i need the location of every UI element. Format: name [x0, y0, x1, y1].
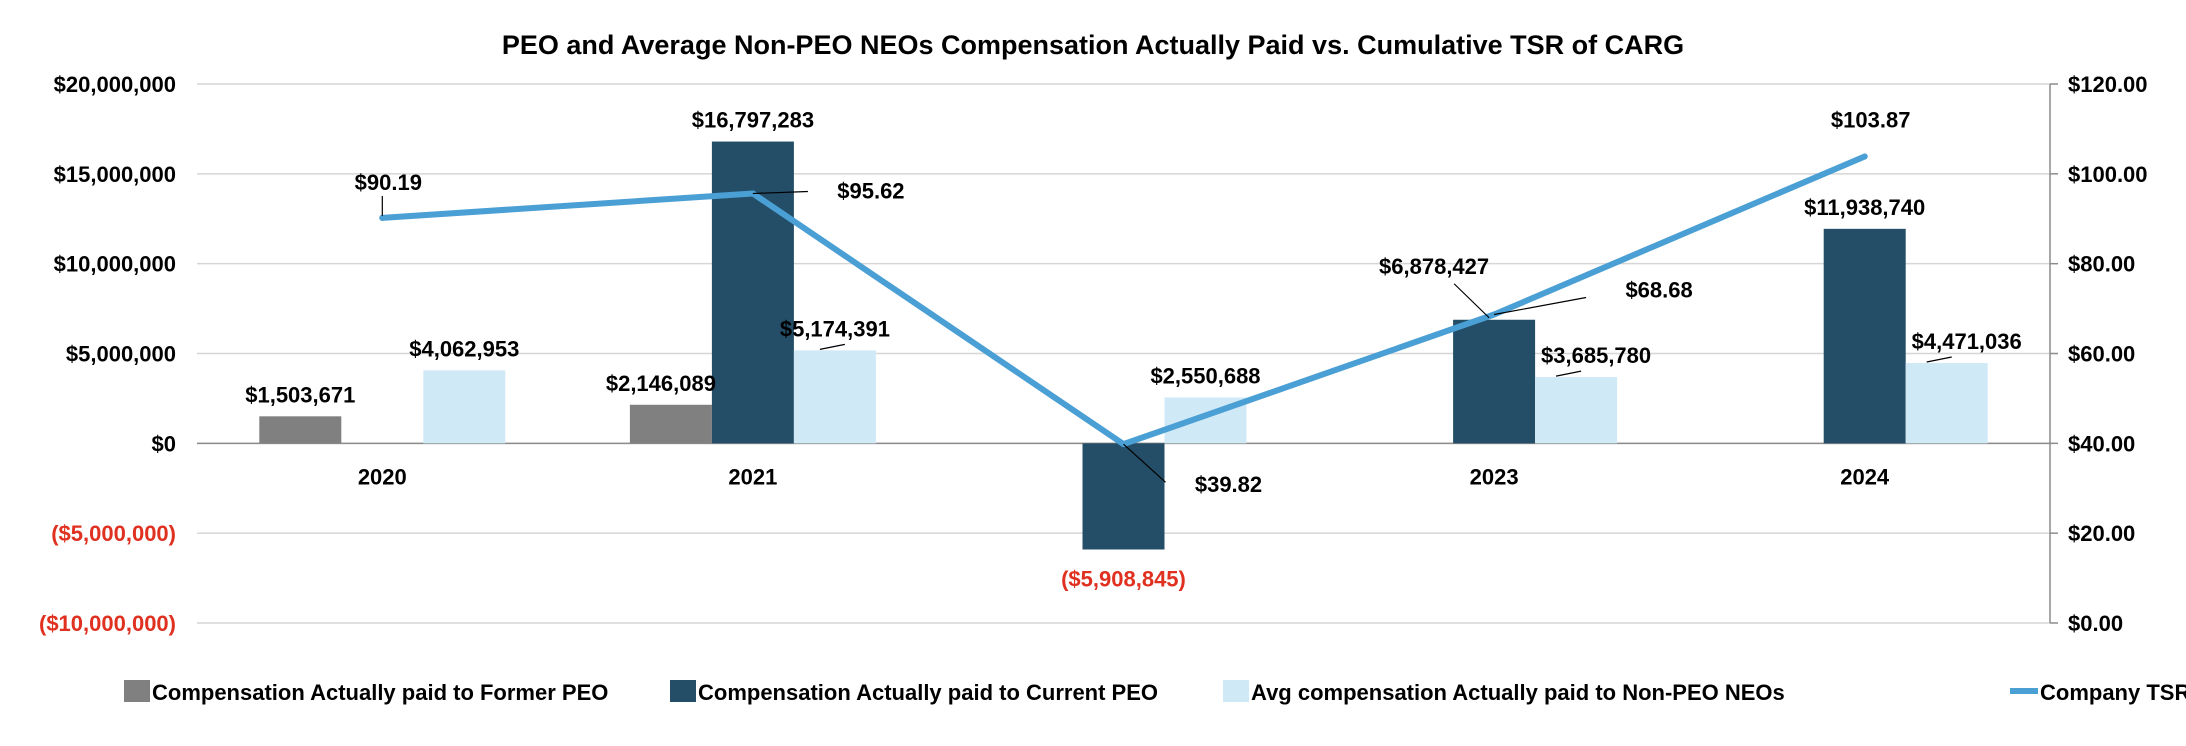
bar-label-s2-2023: $3,685,780 [1541, 343, 1651, 368]
legend-label-1: Compensation Actually paid to Current PE… [698, 680, 1158, 705]
category-label: 2023 [1470, 464, 1519, 489]
right-tick-label: $100.00 [2068, 162, 2148, 187]
left-tick-label: ($5,000,000) [51, 521, 176, 546]
legend-label-2: Avg compensation Actually paid to Non-PE… [1251, 680, 1785, 705]
tsr-leader-line [752, 190, 808, 195]
left-tick-label: $0 [152, 431, 176, 456]
bar-label-s1-2022: ($5,908,845) [1061, 566, 1186, 591]
legend-label-3: Company TSR [2040, 680, 2186, 705]
bar-s1-2022 [1082, 443, 1165, 550]
right-tick-label: $60.00 [2068, 342, 2135, 367]
legend-swatch-2 [1223, 680, 1249, 702]
right-tick-label: $40.00 [2068, 431, 2135, 456]
tsr-label-2020: $90.19 [355, 170, 422, 195]
tsr-leader-line [1123, 443, 1166, 483]
category-label: 2020 [358, 464, 407, 489]
chart-title: PEO and Average Non-PEO NEOs Compensatio… [502, 30, 1684, 60]
leader-line [1555, 370, 1582, 377]
bar-s2-2023 [1535, 377, 1618, 444]
bar-s2-2021 [793, 350, 876, 444]
bar-s1-2024 [1823, 228, 1906, 444]
tsr-label-2023: $68.68 [1625, 278, 1692, 303]
bar-s2-2020 [423, 370, 506, 444]
bar-s1-2021 [711, 141, 794, 444]
right-tick-label: $0.00 [2068, 611, 2123, 636]
legend: Compensation Actually paid to Former PEO… [124, 680, 2186, 705]
bar-label-s1-2024: $11,938,740 [1804, 195, 1925, 220]
category-label: 2021 [728, 464, 777, 489]
left-tick-label: $5,000,000 [66, 342, 176, 367]
bar-label-s0-2020: $1,503,671 [245, 382, 355, 407]
legend-label-0: Compensation Actually paid to Former PEO [152, 680, 608, 705]
tsr-point-2024 [1861, 153, 1868, 160]
left-tick-label: $20,000,000 [54, 72, 176, 97]
left-tick-label: ($10,000,000) [39, 611, 176, 636]
leader-line [1453, 283, 1490, 319]
bar-label-s1-2021: $16,797,283 [692, 108, 814, 133]
right-tick-label: $20.00 [2068, 521, 2135, 546]
left-tick-label: $10,000,000 [54, 252, 176, 277]
data-labels: $1,503,671 $2,146,089 $16,797,283 ($5,908,8… [245, 107, 2022, 591]
right-tick-label: $80.00 [2068, 252, 2135, 277]
bar-label-s2-2021: $5,174,391 [780, 316, 890, 341]
bar-label-s1-2023: $6,878,427 [1379, 254, 1489, 279]
leader-line [1926, 356, 1952, 363]
tsr-label-2024: $103.87 [1831, 107, 1911, 132]
legend-swatch-1 [670, 680, 696, 702]
tsr-label-2022: $39.82 [1195, 472, 1262, 497]
bar-label-s2-2020: $4,062,953 [409, 336, 519, 361]
category-label: 2024 [1840, 464, 1890, 489]
tsr-leader-line [1493, 296, 1587, 316]
right-tick-label: $120.00 [2068, 72, 2148, 97]
bar-s2-2024 [1905, 363, 1988, 444]
bar-label-s2-2022: $2,550,688 [1150, 364, 1260, 389]
left-tick-label: $15,000,000 [54, 162, 176, 187]
bar-s1-2023 [1453, 319, 1536, 444]
bars [259, 141, 1988, 550]
tsr-label-2021: $95.62 [837, 179, 904, 204]
leader-line [819, 343, 846, 350]
tsr-point-2020 [379, 214, 386, 221]
bar-label-s0-2021: $2,146,089 [606, 371, 716, 396]
bar-s0-2021 [629, 404, 712, 444]
axes: $20,000,000 $15,000,000 $10,000,000 $5,000,… [39, 72, 2148, 636]
bar-label-s2-2024: $4,471,036 [1912, 329, 2022, 354]
legend-swatch-0 [124, 680, 150, 702]
bar-s0-2020 [259, 416, 342, 444]
